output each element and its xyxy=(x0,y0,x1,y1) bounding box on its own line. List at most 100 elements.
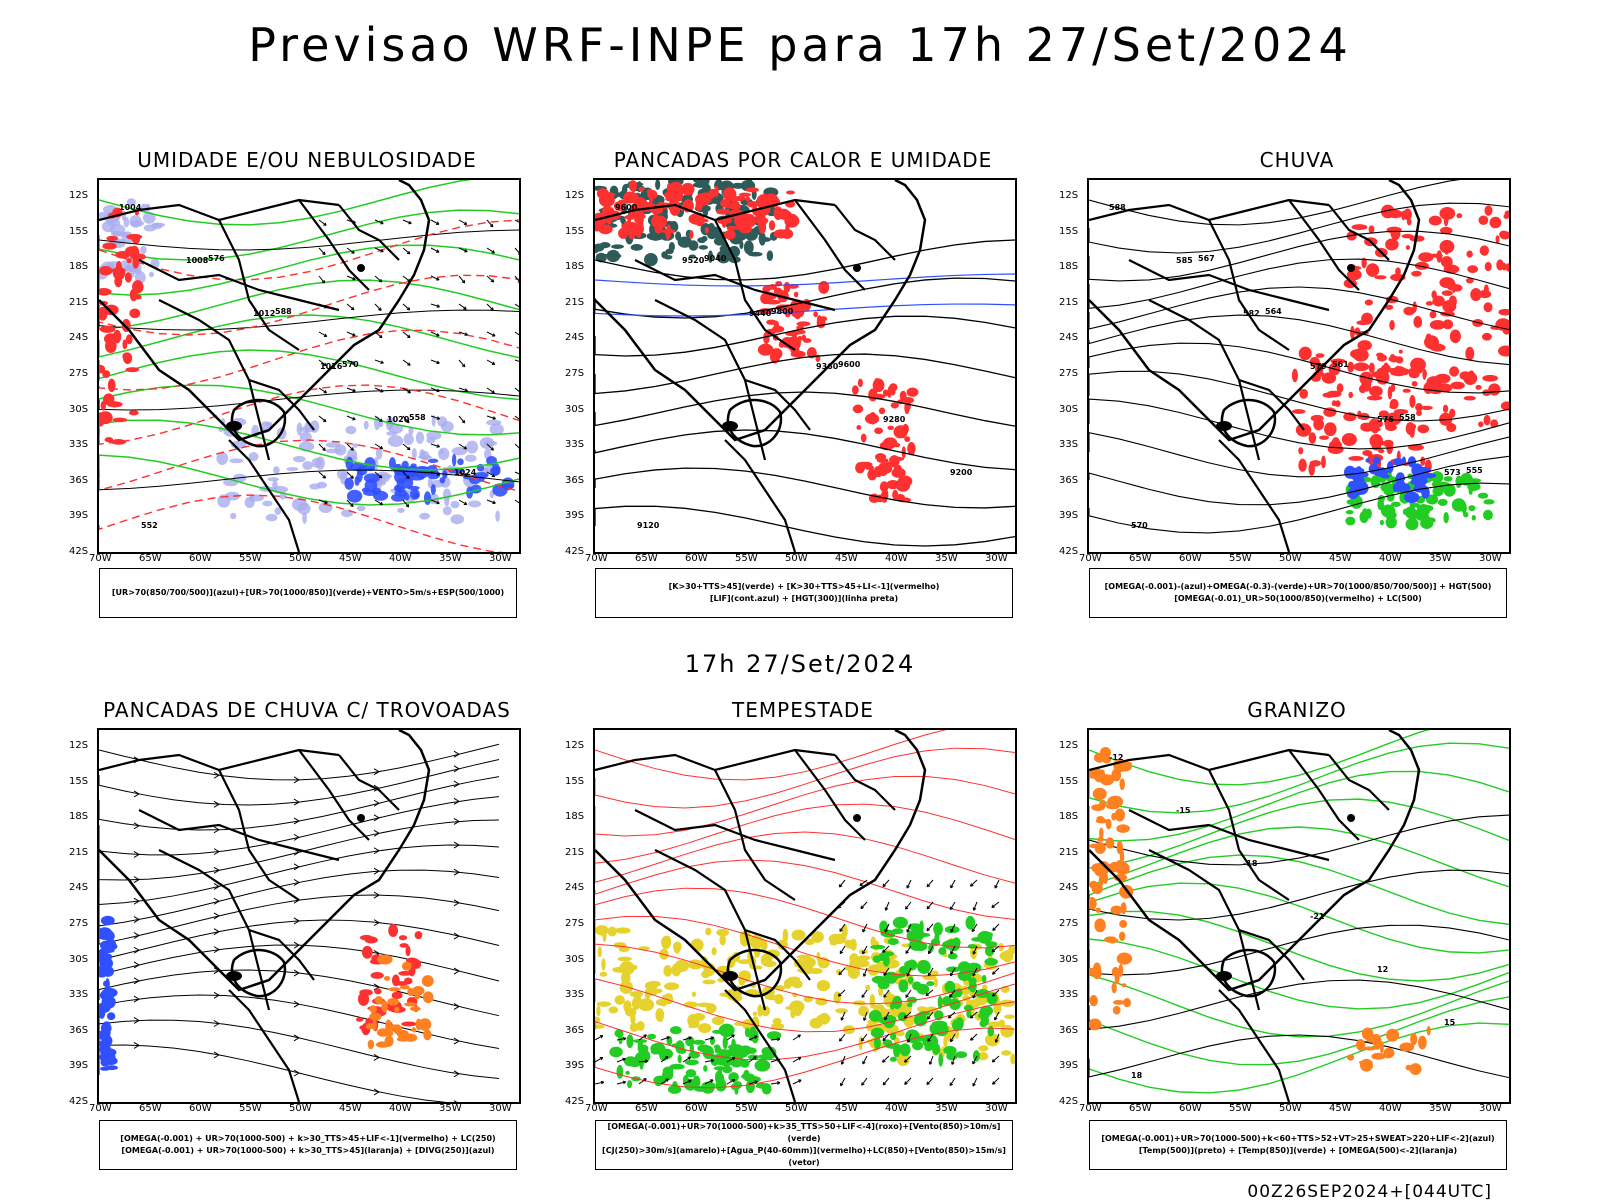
contour-label: 561 xyxy=(1332,360,1349,369)
legend-line: [LIF](cont.azul) + [HGT(300)](linha pret… xyxy=(709,594,899,603)
lat-tick-label: 42S xyxy=(1059,1096,1079,1107)
lon-tick-label: 40W xyxy=(885,1103,908,1114)
lat-tick-label: 24S xyxy=(565,882,585,894)
map-svg: 588 585 582 579 576 573 570 567 564 561 558 555 xyxy=(1089,180,1509,552)
lat-tick-label: 27S xyxy=(1059,918,1079,929)
lat-tick-label: 42S xyxy=(1059,546,1079,557)
lat-tick-label: 36S xyxy=(565,474,585,486)
lat-tick-label: 12S xyxy=(565,190,585,201)
contour-label: 9280 xyxy=(883,415,906,424)
map-svg: -12 -15 -18 -21 12 15 18 xyxy=(1089,730,1509,1102)
lat-tick-label: 42S xyxy=(69,1096,89,1107)
contour-label: 18 xyxy=(1131,1071,1143,1080)
lon-tick-label: 65W xyxy=(139,1103,162,1114)
map-svg xyxy=(99,730,500,1102)
lon-tick-label: 50W xyxy=(289,553,312,564)
lon-tick-label: 60W xyxy=(189,553,212,564)
lon-tick-label: 45W xyxy=(339,1103,362,1114)
lat-tick-label: 21S xyxy=(565,296,585,308)
legend-line: [OMEGA(-0.01)_UR>50(1000/850)(vermelho) … xyxy=(1174,594,1422,603)
lon-tick-label: 55W xyxy=(1229,1103,1252,1114)
map-plot xyxy=(97,728,521,1104)
lon-tick-label: 35W xyxy=(439,553,462,564)
lon-tick-label: 60W xyxy=(189,1103,212,1114)
legend-box: [UR>70(850/700/500)](azul)+[UR>70(1000/8… xyxy=(99,568,517,618)
lat-tick-label: 15S xyxy=(565,225,585,237)
lat-tick-label: 33S xyxy=(69,439,89,451)
contour-label: 9800 xyxy=(771,307,794,316)
contour-label: 9120 xyxy=(637,521,660,530)
lat-tick-label: 27S xyxy=(565,368,585,379)
lat-tick-label: 18S xyxy=(565,811,585,823)
lat-tick-label: 39S xyxy=(69,1060,89,1072)
lat-tick-label: 21S xyxy=(1059,846,1079,858)
lon-tick-label: 55W xyxy=(239,1103,262,1114)
lat-tick-label: 21S xyxy=(69,296,89,308)
lat-tick-label: 42S xyxy=(565,546,585,557)
legend-line: [OMEGA(-0.001)-(azul)+OMEGA(-0.3)-(verde… xyxy=(1104,582,1492,591)
lat-tick-label: 24S xyxy=(565,332,585,344)
lat-tick-label: 12S xyxy=(69,740,89,751)
contour-label: 576 xyxy=(1377,415,1394,424)
lon-tick-label: 45W xyxy=(1329,553,1352,564)
lon-tick-label: 50W xyxy=(1279,1103,1302,1114)
lon-tick-label: 30W xyxy=(489,1103,512,1114)
lon-tick-label: 65W xyxy=(635,1103,658,1114)
lon-tick-label: 60W xyxy=(1179,1103,1202,1114)
lon-tick-label: 45W xyxy=(339,553,362,564)
panel-title: UMIDADE E/OU NEBULOSIDADE xyxy=(137,148,477,172)
contour-label: 9360 xyxy=(816,362,839,371)
lat-tick-label: 33S xyxy=(1059,439,1079,451)
panel-title: PANCADAS DE CHUVA C/ TROVOADAS xyxy=(103,698,511,722)
lat-tick-label: 15S xyxy=(1059,775,1079,787)
mid-timestamp: 17h 27/Set/2024 xyxy=(684,650,916,678)
lon-tick-label: 65W xyxy=(635,553,658,564)
lon-tick-label: 70W xyxy=(585,1103,608,1114)
lat-tick-label: 36S xyxy=(69,1024,89,1036)
lon-tick-label: 45W xyxy=(1329,1103,1352,1114)
map-svg xyxy=(595,730,1015,1102)
lon-tick-label: 55W xyxy=(1229,553,1252,564)
lat-tick-label: 18S xyxy=(1059,261,1079,273)
lon-tick-label: 55W xyxy=(239,553,262,564)
lon-tick-label: 30W xyxy=(985,553,1008,564)
lat-tick-label: 39S xyxy=(69,510,89,522)
contour-label: 1024 xyxy=(454,468,477,477)
lon-tick-label: 65W xyxy=(139,553,162,564)
lon-tick-label: 55W xyxy=(735,553,758,564)
lat-tick-label: 27S xyxy=(1059,368,1079,379)
contour-label: 1004 xyxy=(119,203,142,212)
lon-tick-label: 45W xyxy=(835,1103,858,1114)
legend-line: [OMEGA(-0.001)+UR>70(1000-500)+k<60+TTS>… xyxy=(1101,1134,1495,1143)
legend-line: [OMEGA(-0.001) + UR>70(1000-500) + k>30_… xyxy=(121,1146,495,1155)
lon-tick-label: 35W xyxy=(1429,553,1452,564)
lat-tick-label: 24S xyxy=(69,882,89,894)
lat-tick-label: 12S xyxy=(1059,190,1079,201)
legend-line: [K>30+TTS>45](verde) + [K>30+TTS>45+LI<-… xyxy=(668,582,940,591)
contour-label: 9440 xyxy=(749,309,772,318)
lat-tick-label: 24S xyxy=(1059,332,1079,344)
lat-tick-label: 18S xyxy=(69,811,89,823)
lon-tick-label: 65W xyxy=(1129,553,1152,564)
lon-tick-label: 70W xyxy=(1079,553,1102,564)
contour-label: -15 xyxy=(1176,806,1191,815)
contour-label: 9200 xyxy=(950,468,973,477)
contour-label: 1008 xyxy=(186,256,209,265)
lat-tick-label: 27S xyxy=(565,918,585,929)
contour-label: 1020 xyxy=(387,415,410,424)
lon-tick-label: 60W xyxy=(1179,553,1202,564)
lat-tick-label: 36S xyxy=(1059,474,1079,486)
contour-label: 15 xyxy=(1444,1018,1456,1027)
legend-box: [OMEGA(-0.001)-(azul)+OMEGA(-0.3)-(verde… xyxy=(1089,568,1507,618)
lon-tick-label: 30W xyxy=(489,553,512,564)
legend-box: [OMEGA(-0.001)+UR>70(1000-500)+k>35_TTS>… xyxy=(595,1120,1013,1170)
lon-tick-label: 60W xyxy=(685,553,708,564)
legend-box: [OMEGA(-0.001)+UR>70(1000-500)+k<60+TTS>… xyxy=(1089,1120,1507,1170)
lon-tick-label: 70W xyxy=(585,553,608,564)
contour-label: 582 xyxy=(1243,309,1260,318)
legend-line: [OMEGA(-0.001)+UR>70(1000-500)+k>35_TTS>… xyxy=(607,1122,1001,1143)
contour-label: -18 xyxy=(1243,859,1258,868)
contour-label: 564 xyxy=(1265,307,1282,316)
forecast-code: 00Z26SEP2024+[044UTC] xyxy=(1247,1182,1492,1202)
map-svg: 9600 9520 9440 9360 9280 9200 9120 9040 9800 9600 xyxy=(595,180,1015,552)
